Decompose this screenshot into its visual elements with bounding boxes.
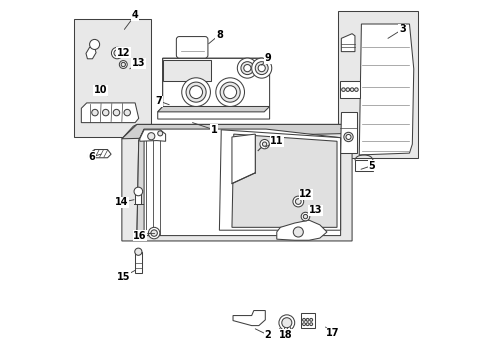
Polygon shape: [140, 130, 165, 141]
Circle shape: [124, 109, 130, 116]
Text: 4: 4: [131, 10, 138, 20]
Circle shape: [354, 88, 357, 91]
Circle shape: [102, 109, 109, 116]
Text: 13: 13: [308, 206, 322, 216]
Circle shape: [148, 227, 160, 239]
Polygon shape: [158, 107, 269, 112]
Text: 17: 17: [325, 328, 338, 338]
Circle shape: [281, 318, 291, 328]
Circle shape: [215, 78, 244, 107]
Circle shape: [182, 78, 210, 107]
Circle shape: [121, 62, 125, 67]
Polygon shape: [233, 311, 265, 325]
Polygon shape: [354, 160, 372, 171]
Text: 13: 13: [132, 58, 145, 68]
Text: 11: 11: [269, 136, 283, 146]
Text: 6: 6: [88, 152, 95, 162]
Circle shape: [278, 315, 294, 330]
Circle shape: [303, 215, 307, 219]
Circle shape: [114, 50, 120, 56]
Text: 14: 14: [115, 197, 128, 207]
FancyBboxPatch shape: [176, 37, 207, 58]
Polygon shape: [86, 47, 96, 59]
Polygon shape: [231, 134, 336, 227]
Text: 9: 9: [264, 53, 271, 63]
Circle shape: [301, 212, 309, 221]
Polygon shape: [158, 58, 269, 119]
Polygon shape: [137, 129, 144, 235]
Bar: [135, 194, 141, 204]
Circle shape: [262, 142, 266, 146]
Text: 18: 18: [278, 330, 292, 340]
Circle shape: [135, 248, 142, 255]
Circle shape: [111, 47, 122, 59]
Circle shape: [92, 109, 98, 116]
Polygon shape: [122, 125, 351, 241]
Circle shape: [346, 88, 349, 91]
Polygon shape: [359, 24, 413, 155]
Circle shape: [258, 64, 265, 72]
Polygon shape: [339, 112, 357, 153]
Text: 10: 10: [93, 85, 107, 95]
Circle shape: [220, 82, 240, 102]
Circle shape: [343, 132, 352, 141]
Circle shape: [305, 323, 308, 325]
Text: 7: 7: [156, 96, 162, 106]
Polygon shape: [137, 129, 340, 235]
Circle shape: [189, 86, 202, 99]
Circle shape: [305, 319, 308, 321]
Text: 15: 15: [116, 272, 130, 282]
Circle shape: [309, 319, 312, 321]
Circle shape: [295, 199, 301, 204]
Text: 3: 3: [398, 24, 405, 35]
Bar: [337, 12, 418, 158]
Circle shape: [255, 62, 267, 75]
Circle shape: [260, 139, 269, 149]
Bar: [301, 314, 314, 328]
Bar: [163, 60, 211, 81]
Text: 2: 2: [264, 330, 271, 340]
Polygon shape: [88, 149, 111, 158]
Circle shape: [185, 82, 206, 102]
Polygon shape: [219, 130, 340, 230]
Circle shape: [158, 131, 163, 136]
Bar: [135, 252, 142, 273]
Circle shape: [346, 134, 350, 139]
Circle shape: [309, 323, 312, 325]
Text: 12: 12: [299, 189, 312, 199]
Circle shape: [89, 40, 100, 49]
Polygon shape: [81, 103, 139, 123]
Circle shape: [251, 58, 271, 78]
Polygon shape: [276, 220, 326, 240]
Bar: [339, 81, 359, 98]
Text: 1: 1: [210, 125, 217, 135]
Text: 16: 16: [133, 231, 146, 240]
Circle shape: [349, 88, 353, 91]
Circle shape: [244, 64, 250, 72]
Circle shape: [293, 227, 303, 237]
Circle shape: [302, 323, 305, 325]
Circle shape: [113, 109, 120, 116]
Circle shape: [134, 187, 142, 196]
Circle shape: [147, 133, 155, 140]
Polygon shape: [231, 134, 255, 184]
Circle shape: [151, 230, 157, 236]
Text: 8: 8: [216, 30, 223, 40]
Circle shape: [241, 62, 253, 75]
Bar: [74, 19, 151, 137]
Circle shape: [341, 88, 345, 91]
Polygon shape: [341, 34, 354, 51]
Circle shape: [237, 58, 257, 78]
Circle shape: [223, 86, 236, 99]
Circle shape: [302, 319, 305, 321]
Text: 12: 12: [117, 48, 130, 58]
Circle shape: [292, 196, 303, 207]
Circle shape: [119, 60, 127, 68]
Polygon shape: [122, 125, 351, 139]
Text: 5: 5: [367, 161, 374, 171]
